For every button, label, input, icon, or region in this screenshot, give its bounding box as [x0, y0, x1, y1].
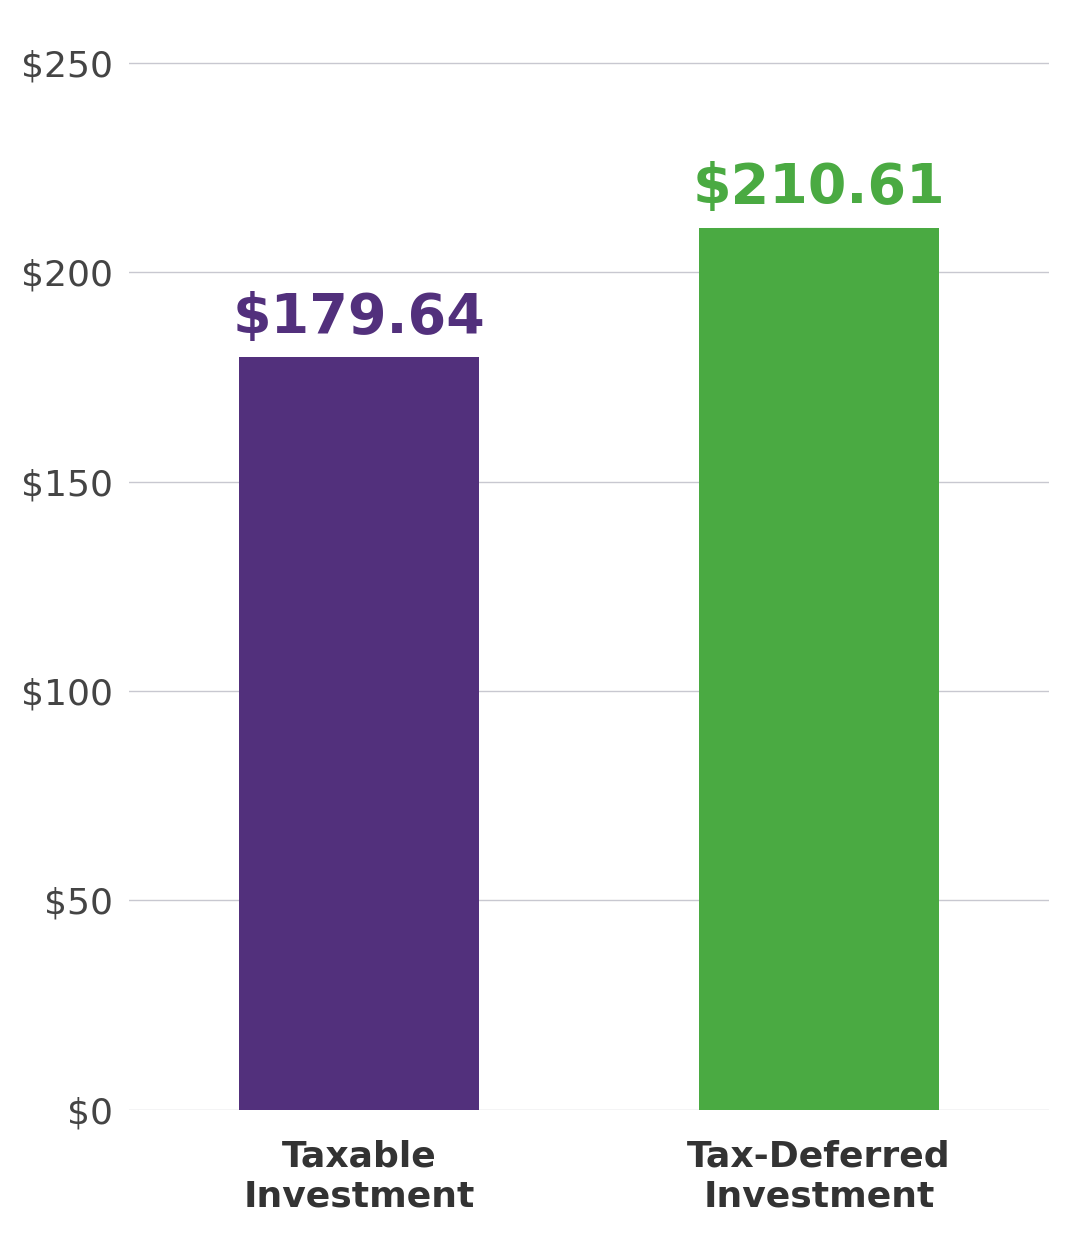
Bar [240, 358, 478, 1109]
FancyBboxPatch shape [700, 228, 938, 1108]
FancyBboxPatch shape [240, 358, 478, 1108]
Text: $179.64: $179.64 [232, 291, 486, 344]
Bar [700, 228, 938, 1109]
Text: $210.61: $210.61 [692, 162, 946, 215]
